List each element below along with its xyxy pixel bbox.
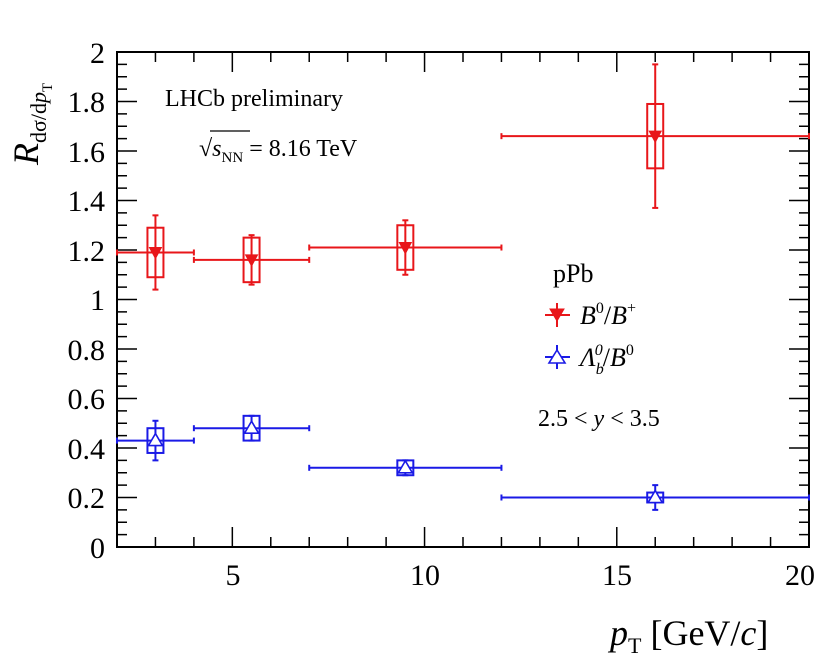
legend-entry-b0-bplus: B0/B+ [580, 300, 636, 330]
legend-header: pPb [553, 259, 593, 288]
axis-ticks [116, 51, 810, 548]
x-tick-label: 20 [785, 559, 815, 592]
experiment-label: LHCb preliminary [165, 86, 343, 112]
y-tick-label: 0.6 [68, 383, 106, 416]
data-point-marker [648, 130, 663, 144]
rapidity-label: 2.5 < y < 3.5 [538, 406, 660, 432]
legend-entry-lambdab-b0: Λb0/B0 [577, 342, 634, 378]
syst-error-box [646, 102, 665, 170]
data-point-marker [244, 254, 259, 267]
syst-error-box [396, 224, 415, 271]
data-point-marker [243, 419, 260, 435]
syst-error-box [146, 427, 165, 454]
x-tick-label: 10 [410, 559, 440, 592]
energy-label: √sNN = 8.16 TeV [199, 136, 358, 166]
data-point-marker [148, 246, 163, 260]
syst-error-box [242, 236, 261, 284]
legend-marker-up-triangle [547, 348, 567, 364]
series-Λb0/B0 [116, 414, 810, 511]
legend: pPb B0/B+ Λb0/B0 [545, 259, 636, 378]
y-tick-label: 1.6 [68, 136, 106, 169]
data-point-marker [396, 459, 414, 474]
y-tick-label: 2 [90, 37, 105, 70]
data-point-marker [398, 242, 413, 255]
y-tick-label: 0.4 [68, 433, 106, 466]
x-tick-labels: 5 10 15 20 [226, 559, 816, 592]
y-tick-label: 1.4 [68, 185, 106, 218]
y-tick-label: 1.8 [68, 86, 106, 119]
x-tick-label: 15 [602, 559, 632, 592]
y-tick-label: 1 [90, 284, 105, 317]
x-axis-title: pT [GeV/c] [607, 613, 768, 658]
data-point-marker [147, 431, 164, 447]
data-layer [116, 63, 810, 511]
x-tick-label: 5 [226, 559, 241, 592]
data-point-marker [646, 488, 664, 504]
syst-error-box [146, 226, 165, 279]
series-B0/B+ [116, 63, 810, 291]
plot-frame [116, 51, 810, 548]
syst-error-box [242, 414, 261, 442]
legend-marker-down-triangle [549, 308, 565, 322]
y-tick-labels: 0 0.2 0.4 0.6 0.8 1 1.2 1.4 1.6 1.8 2 [68, 37, 106, 565]
y-tick-label: 0.2 [68, 482, 106, 515]
y-tick-label: 0 [90, 532, 105, 565]
y-tick-label: 1.2 [68, 235, 106, 268]
y-tick-label: 0.8 [68, 334, 106, 367]
y-axis-title: Rdσ/dpT [6, 83, 56, 166]
